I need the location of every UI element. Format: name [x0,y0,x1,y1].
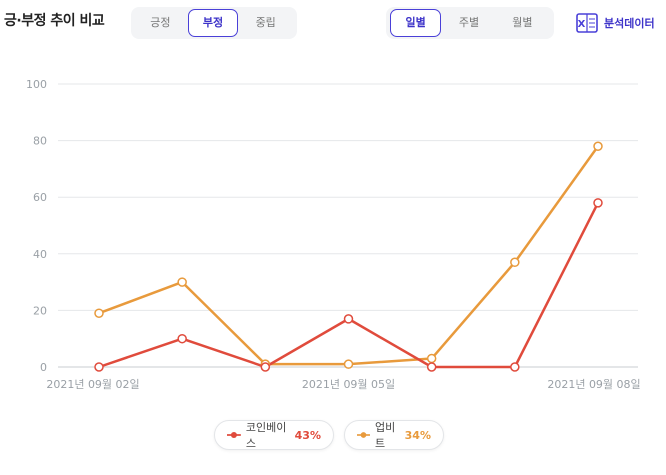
data-point [510,257,520,268]
y-tick-label: 0 [40,361,47,374]
tab-positive[interactable]: 긍정 [150,16,171,29]
page-title: 긍·부정 추이 비교 [4,13,105,29]
data-point [343,359,354,369]
data-point [260,362,271,372]
y-tick-label: 80 [33,135,47,148]
legend-item-coinbase[interactable]: 코인베이스 43% [214,420,334,450]
tab-weekly[interactable]: 주별 [458,16,480,29]
y-axis: 0 20 40 60 80 100 [26,78,47,374]
data-point [426,362,437,372]
data-point [426,353,437,364]
sentiment-toggle: 긍정 부정 중립 [131,7,297,39]
chart-series [94,141,603,372]
series-marker-icon [357,432,370,438]
x-tick-label: 2021년 09월 05일 [302,377,395,391]
tab-negative[interactable]: 부정 [187,9,239,37]
y-tick-label: 100 [26,78,47,91]
y-tick-label: 20 [33,304,47,317]
data-point [593,141,603,152]
data-point [94,362,104,372]
data-point [94,308,104,318]
y-tick-label: 60 [33,191,47,204]
x-axis: 2021년 09월 02일 2021년 09월 05일 2021년 09월 08일 [46,377,640,391]
chart-grid [58,83,638,368]
excel-icon: X [576,13,598,33]
data-point [177,277,187,287]
data-point [510,362,520,372]
export-data-button[interactable]: X 분석데이터 [576,12,655,34]
series-marker-icon [227,431,241,439]
legend-percent: 34% [404,428,431,442]
tab-monthly[interactable]: 월별 [512,16,533,29]
tab-neutral[interactable]: 중립 [255,16,276,29]
svg-text:X: X [578,19,586,30]
x-tick-label: 2021년 09월 02일 [46,377,139,391]
x-tick-label: 2021년 09월 08일 [547,377,640,391]
data-point [177,333,187,344]
period-toggle: 일별 주별 월별 [386,7,554,39]
data-point [593,198,603,208]
series-line [98,145,600,366]
data-point [343,314,354,324]
y-tick-label: 40 [33,248,47,261]
legend-label: 업비트 [374,421,396,450]
export-data-label: 분석데이터 [604,17,655,30]
legend-label: 코인베이스 [245,421,287,450]
legend-item-upbit[interactable]: 업비트 34% [344,420,444,450]
legend-percent: 43% [294,428,321,442]
tab-daily[interactable]: 일별 [390,9,442,37]
